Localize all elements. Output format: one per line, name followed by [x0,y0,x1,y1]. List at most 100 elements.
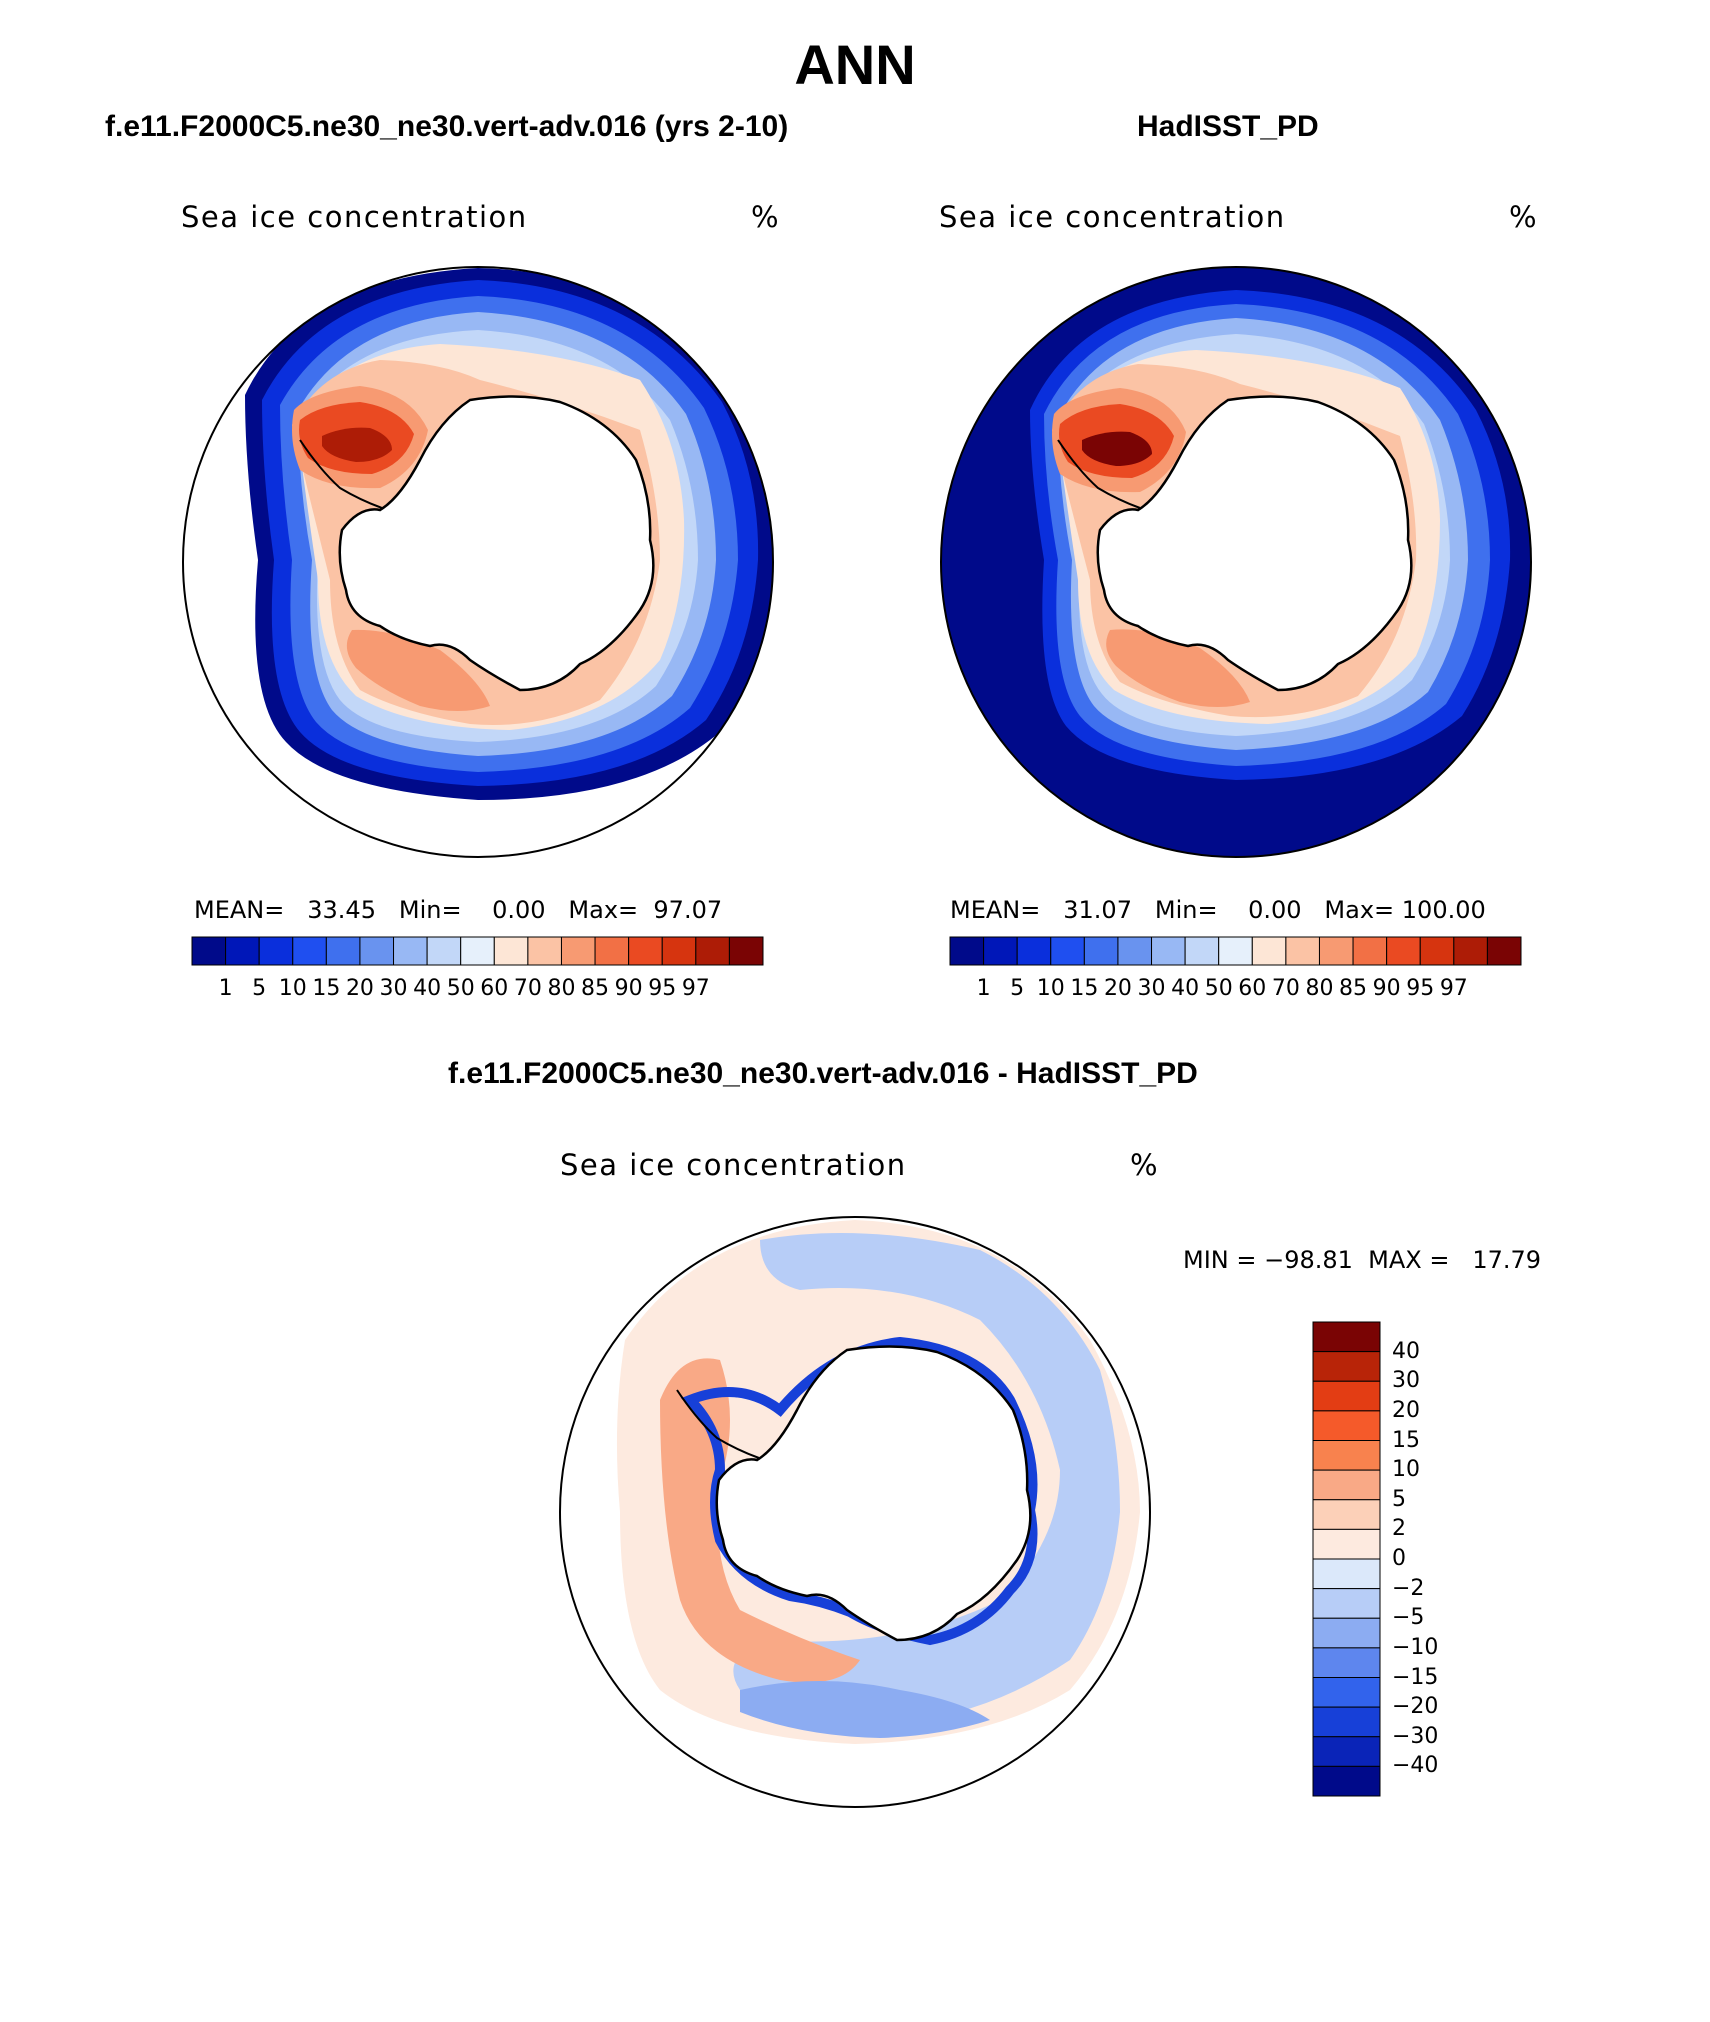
colorbar-swatch [1312,1617,1381,1649]
map1-ice-95pct [322,427,392,462]
colorbar-tick-label: 90 [614,976,643,1001]
colorbar-swatch [225,936,260,966]
colorbar-swatch [258,936,294,966]
colorbar-swatch [949,936,985,966]
colorbar-swatch [426,936,462,966]
colorbar-swatch [1312,1528,1381,1560]
colorbar-swatch [1312,1765,1381,1797]
map1-ice-80pct-south [346,629,490,711]
panel1-mean-value: 33.45 [307,896,376,924]
colorbar-tick-label: 1 [976,976,991,1001]
colorbar-tick-label: 10 [278,976,307,1001]
colorbar-swatch [493,936,529,966]
colorbar-swatch [1312,1677,1381,1708]
panel3-colorbar [1312,1321,1381,1797]
colorbar-swatch [393,936,428,966]
colorbar-tick-label: 85 [581,976,610,1001]
colorbar-swatch [359,936,395,966]
colorbar-tick-label: 90 [1372,976,1401,1001]
colorbar-swatch [1312,1440,1381,1471]
colorbar-swatch [1117,936,1153,966]
colorbar-tick-label: 50 [446,976,475,1001]
colorbar-tick-label: 60 [480,976,509,1001]
map2-boundary [940,266,1532,858]
map2-ice-80pct-south [1106,629,1250,707]
panel1-stats: MEAN= 33.45 Min= 0.00 Max= 97.07 [194,896,722,924]
colorbar-swatch [1312,1469,1381,1501]
colorbar-swatch [292,936,327,966]
colorbar-tick-label: 70 [513,976,542,1001]
colorbar-swatch [1486,936,1522,966]
colorbar-swatch [1312,1588,1381,1619]
colorbar-tick-label: 60 [1238,976,1267,1001]
panel1-subtitle: f.e11.F2000C5.ne30_ne30.vert-adv.016 (yr… [105,110,789,143]
map2-antarctica [1096,395,1413,692]
panel2-mean-label: MEAN= [950,896,1041,924]
colorbar-swatch [661,936,697,966]
colorbar-tick-label: 97 [1439,976,1468,1001]
panel2-mean-value: 31.07 [1063,896,1132,924]
colorbar-tick-label: 85 [1339,976,1368,1001]
colorbar-swatch [1318,936,1354,966]
panel2-min-value: 0.00 [1248,896,1302,924]
colorbar-swatch [1312,1706,1381,1738]
map3-diff-neg-10 [740,1681,990,1738]
map1-boundary [182,266,774,858]
panel3-units: % [1130,1148,1160,1182]
colorbar-swatch [695,936,730,966]
colorbar-tick-label: 15 [312,976,341,1001]
colorbar-swatch [527,936,562,966]
panel2-min-label: Min= [1154,896,1218,924]
panel2-max-label: Max= [1324,896,1395,924]
colorbar-swatch [1184,936,1220,966]
map1-antarctica [338,395,655,692]
colorbar-tick-label: 30 [379,976,408,1001]
colorbar-tick-label: 20 [345,976,374,1001]
colorbar-swatch [460,936,495,966]
map3-field [560,1217,1150,1807]
panel1-mean-label: MEAN= [194,896,285,924]
panel1-colorbar-ticks: 1 5 10 15 20 30 40 50 60 70 80 85 90 95 97 [0,976,1710,1006]
figure-title: ANN [794,33,916,96]
colorbar-swatch [1218,936,1253,966]
colorbar-swatch [628,936,663,966]
colorbar-swatch [191,936,227,966]
colorbar-swatch [1083,936,1119,966]
colorbar-swatch [728,936,764,966]
map2-ice-97pct [1082,431,1152,466]
colorbar-swatch [1453,936,1488,966]
colorbar-swatch [1312,1351,1381,1382]
panel1-max-label: Max= [568,896,639,924]
map3-peninsula [676,1389,760,1459]
panel1-colorbar [191,936,764,966]
map1-peninsula [299,439,383,509]
colorbar-tick-label: 5 [252,976,267,1001]
colorbar-swatch [1312,1558,1381,1590]
colorbar-swatch [325,936,361,966]
panel2-colorbar [949,936,1522,966]
colorbar-tick-label: 95 [648,976,677,1001]
colorbar-tick-label: 95 [1406,976,1435,1001]
colorbar-swatch [1312,1410,1381,1441]
panel1-units: % [751,200,781,234]
map2-peninsula [1057,439,1141,509]
colorbar-swatch [1352,936,1388,966]
panel3-subtitle: f.e11.F2000C5.ne30_ne30.vert-adv.016 - H… [448,1057,1198,1090]
colorbar-swatch [1285,936,1320,966]
map2-field [941,267,1531,857]
colorbar-tick-label: 15 [1070,976,1099,1001]
panel1-variable-label: Sea ice concentration [181,200,528,234]
colorbar-tick-label: 10 [1036,976,1065,1001]
panel1-min-value: 0.00 [492,896,546,924]
panel3-variable-label: Sea ice concentration [560,1148,907,1182]
colorbar-tick-label: 70 [1271,976,1300,1001]
map3-antarctica [715,1345,1032,1642]
colorbar-tick-label: 80 [547,976,576,1001]
panel3-minmax: MIN = −98.81 MAX = 17.79 [1183,1246,1542,1274]
colorbar-tick-label: 5 [1010,976,1025,1001]
colorbar-tick-label: 30 [1137,976,1166,1001]
colorbar-swatch [1050,936,1085,966]
colorbar-swatch [1312,1321,1381,1353]
panel2-units: % [1509,200,1539,234]
